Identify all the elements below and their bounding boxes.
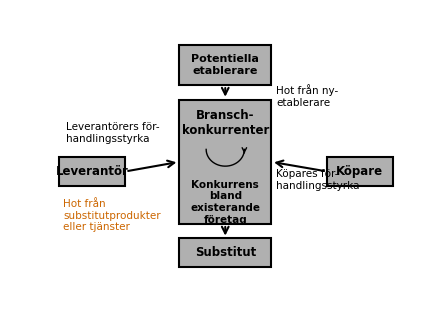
Text: Konkurrens
bland
existerande
företag: Konkurrens bland existerande företag <box>190 180 260 225</box>
FancyBboxPatch shape <box>179 239 271 267</box>
Text: Leverantör: Leverantör <box>56 165 129 178</box>
Text: Hot från ny-
etablerare: Hot från ny- etablerare <box>276 84 339 108</box>
FancyBboxPatch shape <box>60 157 125 186</box>
FancyBboxPatch shape <box>179 100 271 224</box>
FancyBboxPatch shape <box>179 44 271 85</box>
Text: Potentiella
etablerare: Potentiella etablerare <box>191 54 259 76</box>
Text: Leverantörers för-
handlingsstyrka: Leverantörers för- handlingsstyrka <box>66 122 160 144</box>
Text: Bransch-
konkurrenter: Bransch- konkurrenter <box>181 109 269 137</box>
Text: Hot från
substitutprodukter
eller tjänster: Hot från substitutprodukter eller tjänst… <box>63 199 160 232</box>
Text: Köpares för-
handlingsstyrka: Köpares för- handlingsstyrka <box>276 169 360 191</box>
FancyBboxPatch shape <box>327 157 393 186</box>
Text: Substitut: Substitut <box>194 246 256 259</box>
Text: Köpare: Köpare <box>336 165 383 178</box>
